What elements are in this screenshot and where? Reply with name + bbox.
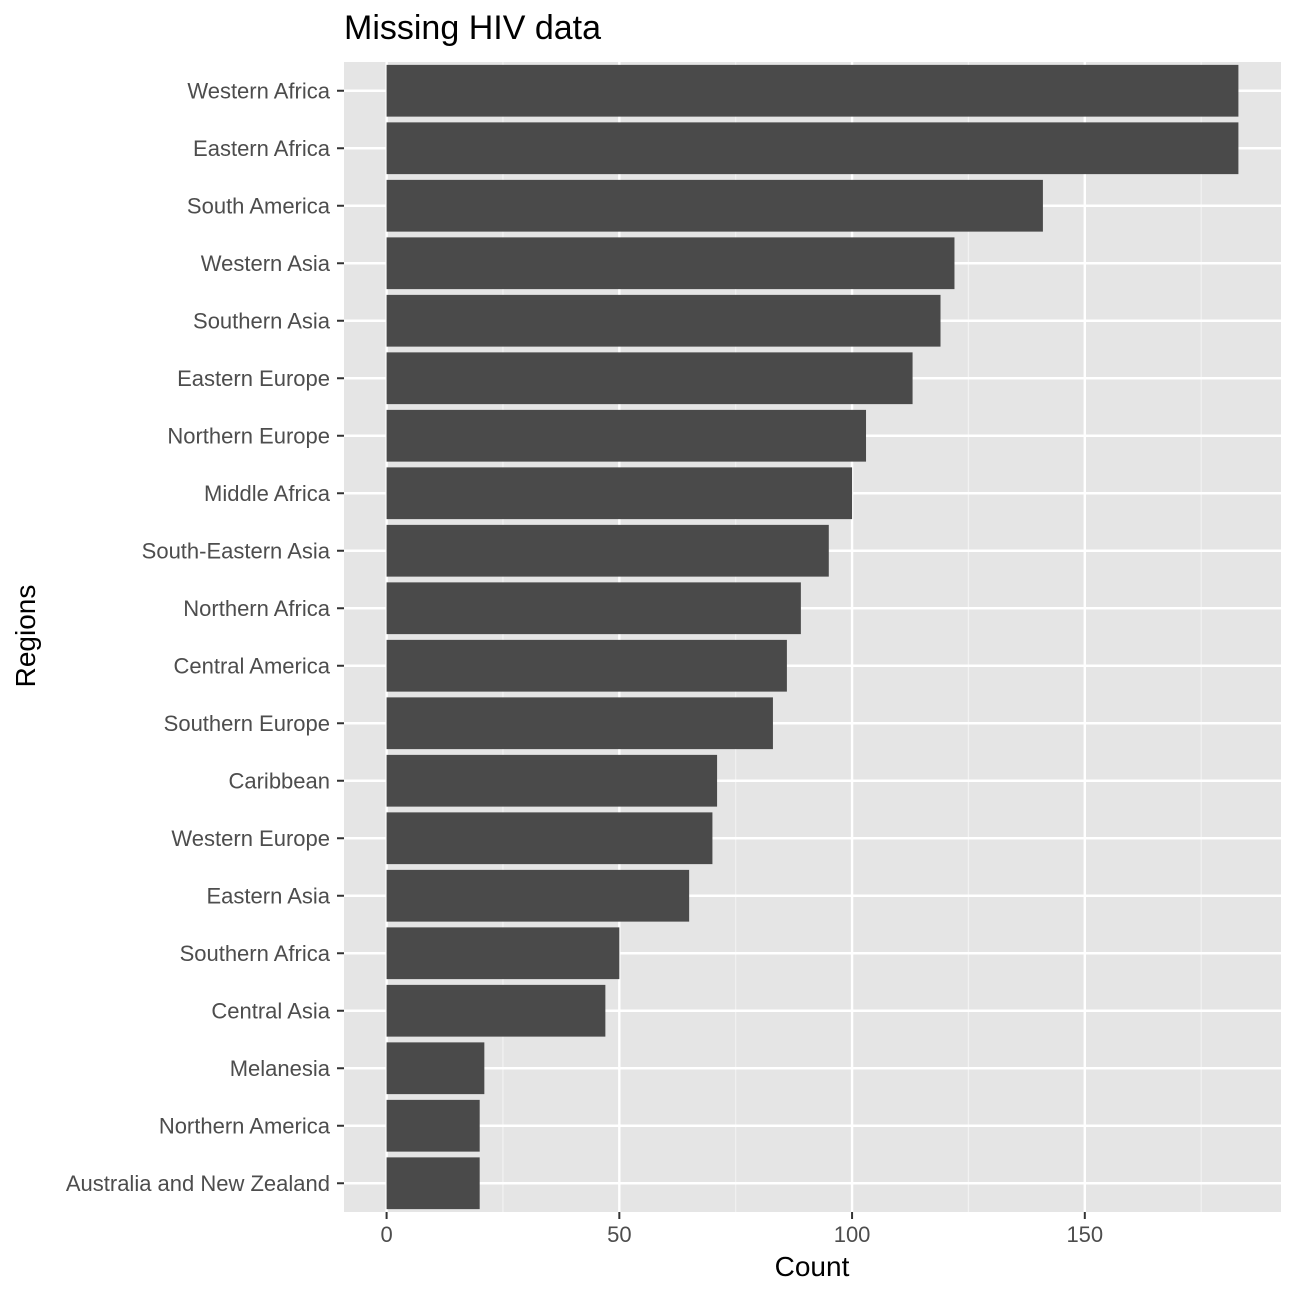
x-tick-label: 100 [834,1222,871,1247]
y-tick-label: Australia and New Zealand [66,1171,330,1196]
x-tick-label: 50 [607,1222,631,1247]
y-tick-label: South-Eastern Asia [142,538,331,563]
bar [386,237,955,290]
y-tick-label: Eastern Asia [206,883,330,908]
y-tick-label: Northern Europe [167,423,330,448]
bar [386,582,801,635]
bar [386,754,718,807]
x-axis-title: Count [775,1251,850,1282]
y-tick-label: Western Africa [187,78,330,103]
y-tick-label: Melanesia [230,1056,331,1081]
bar [386,697,773,750]
y-tick-label: Middle Africa [204,481,331,506]
y-tick-label: Southern Europe [164,711,330,736]
y-tick-label: Northern Africa [183,596,330,621]
bar [386,409,867,462]
bar [386,524,829,577]
bars [386,64,1239,1210]
y-tick-label: Central America [173,653,330,678]
y-tick-label: Southern Africa [180,941,331,966]
bar [386,1099,480,1152]
y-axis: Western Africa Eastern Africa South Americ… [66,78,344,1196]
y-tick-label: Central Asia [211,998,330,1023]
bar [386,64,1239,117]
y-tick-label: Caribbean [228,768,330,793]
bar [386,639,787,692]
bar [386,352,913,405]
plot-panel [344,62,1281,1212]
y-tick-label: South America [187,193,331,218]
bar [386,869,690,922]
y-tick-label: Eastern Europe [177,366,330,391]
y-tick-label: Northern America [159,1113,331,1138]
y-tick-label: Southern Asia [193,308,331,333]
bar [386,179,1043,232]
bar [386,927,620,980]
bar [386,812,713,865]
bar [386,1157,480,1210]
chart-title: Missing HIV data [344,9,601,47]
x-axis: 0 50 100 150 [380,1212,1103,1247]
bar [386,122,1239,175]
bar [386,467,853,520]
x-tick-label: 0 [380,1222,392,1247]
x-tick-label: 150 [1066,1222,1103,1247]
y-tick-label: Western Asia [201,251,331,276]
bar [386,984,606,1037]
y-tick-label: Eastern Africa [193,136,331,161]
y-tick-label: Western Europe [171,826,330,851]
y-axis-title: Regions [10,585,41,688]
bar [386,294,941,347]
bar [386,1042,485,1095]
